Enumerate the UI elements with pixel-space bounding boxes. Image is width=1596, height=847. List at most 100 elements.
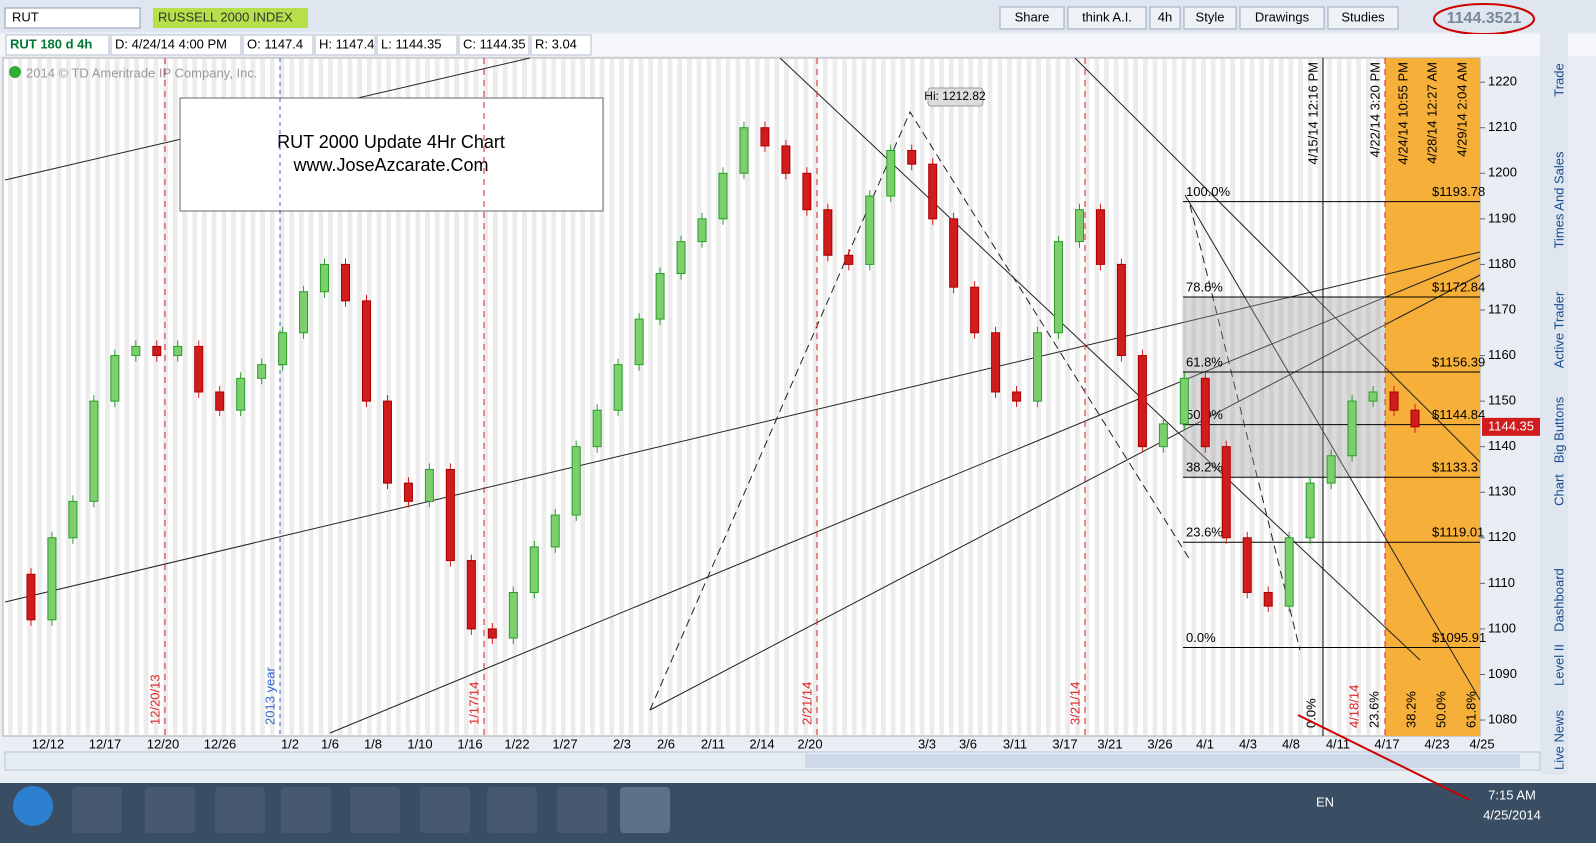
- candle: [1305, 482, 1315, 539]
- bottom-label: 50.0%: [1433, 691, 1448, 728]
- session-stripe: [1113, 59, 1119, 735]
- last-price: 1144.35: [1488, 418, 1534, 433]
- side-tab[interactable]: Chart: [1551, 474, 1566, 506]
- taskbar-app[interactable]: [281, 787, 331, 833]
- session-stripe: [396, 59, 401, 735]
- taskbar-app[interactable]: [72, 787, 122, 833]
- marker-label: 4/15/14 12:16 PM: [1305, 62, 1320, 165]
- session-stripe: [580, 59, 586, 735]
- toolbar-button[interactable]: [1239, 6, 1325, 30]
- candle: [907, 149, 917, 165]
- candle: [1033, 332, 1043, 402]
- session-stripe: [1065, 59, 1071, 735]
- candle: [844, 254, 854, 265]
- candle: [592, 409, 602, 448]
- session-stripe: [696, 59, 702, 735]
- session-stripe: [997, 59, 1003, 735]
- x-tick-label: 4/17: [1374, 736, 1399, 751]
- session-stripe: [1307, 59, 1313, 735]
- session-stripe: [1230, 59, 1235, 735]
- session-stripe: [667, 59, 673, 735]
- session-stripe: [289, 59, 295, 735]
- session-stripe: [1026, 59, 1032, 735]
- toolbar-button[interactable]: [999, 6, 1065, 30]
- fib-pct: 38.2%: [1186, 460, 1223, 475]
- side-tab[interactable]: Live News: [1551, 710, 1566, 770]
- session-stripe: [774, 59, 780, 735]
- side-tab[interactable]: Active Trader: [1551, 291, 1566, 368]
- taskbar-app[interactable]: [487, 787, 537, 833]
- side-tab[interactable]: Times And Sales: [1551, 151, 1566, 249]
- session-stripe: [1327, 59, 1332, 735]
- fib-price: $1172.84: [1432, 279, 1485, 294]
- session-stripe: [231, 59, 236, 735]
- taskbar-app[interactable]: [557, 787, 607, 833]
- candle: [928, 163, 938, 220]
- toolbar-button-label[interactable]: Drawings: [1255, 9, 1310, 24]
- session-stripe: [900, 59, 906, 735]
- x-tick-label: 2/3: [613, 736, 631, 751]
- y-tick-label: 1080: [1488, 711, 1517, 726]
- session-stripe: [347, 59, 353, 735]
- session-stripe: [463, 59, 469, 735]
- toolbar-button-label[interactable]: Studies: [1341, 9, 1385, 24]
- candle: [173, 345, 183, 357]
- session-stripe: [1220, 59, 1226, 735]
- marker-label: 4/29/14 2:04 AM: [1454, 62, 1469, 157]
- side-tab[interactable]: Level II: [1551, 644, 1566, 686]
- symbol[interactable]: RUT: [12, 9, 39, 24]
- candle: [949, 218, 959, 288]
- session-stripe: [1191, 59, 1197, 735]
- toolbar-button-label[interactable]: Style: [1196, 9, 1225, 24]
- x-tick-label: 2/20: [797, 736, 822, 751]
- y-tick-label: 1190: [1488, 210, 1516, 225]
- candle: [571, 446, 581, 516]
- session-stripe: [357, 59, 362, 735]
- toolbar-button-label[interactable]: think A.I.: [1082, 9, 1132, 24]
- taskbar-app[interactable]: [420, 787, 470, 833]
- x-tick-label: 2/11: [701, 736, 725, 751]
- toolbar-button[interactable]: [1067, 6, 1147, 30]
- bottom-label: 23.6%: [1366, 691, 1381, 728]
- side-tab[interactable]: Big Buttons: [1551, 396, 1566, 463]
- info-text: D: 4/24/14 4:00 PM: [115, 36, 227, 51]
- session-stripe: [308, 59, 314, 735]
- symbol-box[interactable]: [4, 7, 141, 29]
- side-tab[interactable]: Dashboard: [1551, 568, 1566, 632]
- session-stripe: [745, 59, 750, 735]
- taskbar-app[interactable]: [350, 787, 400, 833]
- taskbar-app[interactable]: [145, 787, 195, 833]
- candle: [320, 263, 330, 293]
- toolbar-button[interactable]: [1149, 6, 1181, 30]
- start-button[interactable]: [13, 786, 53, 826]
- candle: [131, 345, 141, 357]
- session-stripe: [425, 59, 430, 735]
- session-stripe: [1075, 59, 1080, 735]
- session-stripe: [512, 59, 518, 735]
- toolbar-button[interactable]: [1183, 6, 1237, 30]
- candle: [1389, 391, 1399, 411]
- session-stripe: [1084, 59, 1090, 735]
- side-tab[interactable]: Trade: [1551, 63, 1566, 96]
- toolbar-button[interactable]: [1327, 6, 1399, 30]
- toolbar-button-label[interactable]: Share: [1015, 9, 1050, 24]
- info-text: L: 1144.35: [381, 36, 441, 51]
- scroll-thumb[interactable]: [805, 754, 1520, 768]
- session-stripe: [735, 59, 741, 735]
- taskbar-app[interactable]: [620, 787, 670, 833]
- session-stripe: [910, 59, 915, 735]
- candle: [1347, 400, 1357, 457]
- clock-time: 7:15 AM: [1488, 787, 1536, 802]
- description: RUSSELL 2000 INDEX: [158, 9, 293, 24]
- candle: [445, 468, 455, 562]
- session-stripe: [1336, 59, 1342, 735]
- taskbar-app[interactable]: [215, 787, 265, 833]
- toolbar-button-label[interactable]: 4h: [1158, 9, 1172, 24]
- candle: [236, 377, 246, 411]
- info-text: H: 1147.4: [319, 36, 374, 51]
- x-tick-label: 4/11: [1326, 736, 1350, 751]
- desc-bg: [153, 8, 308, 28]
- candle: [970, 286, 980, 334]
- candle: [1263, 591, 1273, 607]
